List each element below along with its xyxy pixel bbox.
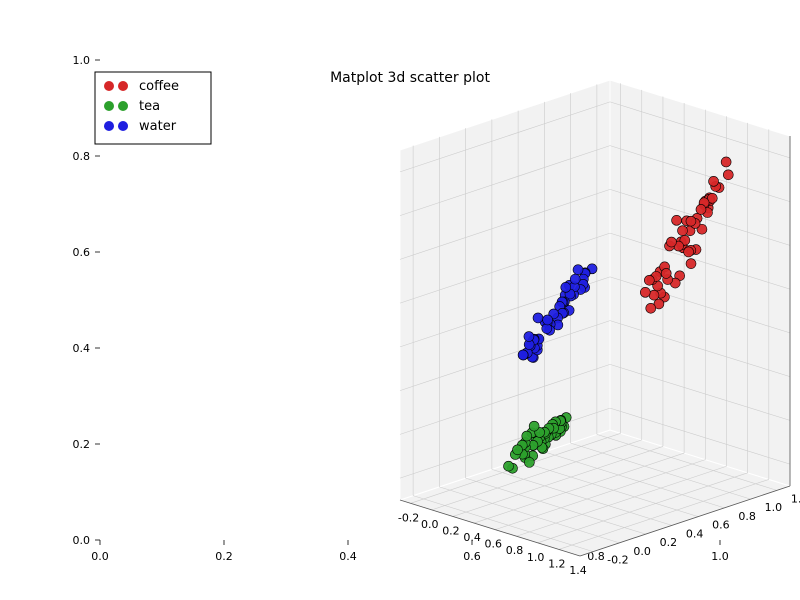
y-tick-label: 0.4 xyxy=(686,527,704,540)
outer-x-tick-label: 0.0 xyxy=(91,550,109,563)
x-tick-label: 0.0 xyxy=(421,518,439,531)
point-water xyxy=(543,315,553,325)
outer-x-tick-label: 0.4 xyxy=(339,550,357,563)
point-tea xyxy=(513,445,523,455)
outer-y-tick-label: 0.2 xyxy=(73,438,91,451)
point-coffee xyxy=(644,275,654,285)
legend-marker xyxy=(104,81,114,91)
point-water xyxy=(573,265,583,275)
point-tea xyxy=(522,431,532,441)
point-coffee xyxy=(684,247,694,257)
legend-label: tea xyxy=(139,99,160,114)
point-coffee xyxy=(678,226,688,236)
x-tick-label: 1.0 xyxy=(527,551,545,564)
point-tea xyxy=(504,461,514,471)
outer-y-tick-label: 0.0 xyxy=(73,534,91,547)
point-coffee xyxy=(709,176,719,186)
point-coffee xyxy=(721,157,731,167)
y-tick-label: 1.0 xyxy=(765,501,783,514)
x-tick-label: 0.4 xyxy=(463,531,481,544)
y-tick-label: 0.6 xyxy=(712,519,730,532)
point-water xyxy=(533,313,543,323)
outer-y-tick-label: 0.4 xyxy=(73,342,91,355)
point-coffee xyxy=(723,170,733,180)
point-water xyxy=(524,332,534,342)
legend-label: water xyxy=(139,119,177,134)
outer-x-tick-label: 0.6 xyxy=(463,550,481,563)
legend-marker xyxy=(118,101,128,111)
chart-title: Matplot 3d scatter plot xyxy=(330,70,490,86)
x-tick-label: 1.4 xyxy=(569,564,587,577)
point-coffee xyxy=(666,237,676,247)
point-tea xyxy=(529,421,539,431)
x-tick-label: 0.6 xyxy=(485,538,503,551)
point-coffee xyxy=(686,216,696,226)
y-tick-label: 1.2 xyxy=(791,492,800,505)
point-coffee xyxy=(672,215,682,225)
legend-label: coffee xyxy=(139,79,179,94)
point-water xyxy=(518,350,528,360)
point-water xyxy=(570,274,580,284)
legend-marker xyxy=(104,121,114,131)
x-tick-label: 1.2 xyxy=(548,557,566,570)
x-tick-label: 0.2 xyxy=(442,524,460,537)
point-coffee xyxy=(640,287,650,297)
point-tea xyxy=(524,457,534,467)
outer-x-tick-label: 1.0 xyxy=(711,550,729,563)
y-tick-label: -0.2 xyxy=(607,554,628,567)
y-tick-label: 0.8 xyxy=(738,510,756,523)
point-coffee xyxy=(686,259,696,269)
y-tick-label: 0.0 xyxy=(633,545,651,558)
outer-y-tick-label: 0.6 xyxy=(73,246,91,259)
point-water xyxy=(561,282,571,292)
scatter-3d-chart: 0.00.20.40.60.81.00.00.20.40.60.81.0-0.2… xyxy=(0,0,800,600)
x-tick-label: 0.8 xyxy=(506,544,524,557)
point-coffee xyxy=(661,268,671,278)
x-tick-label: -0.2 xyxy=(398,511,419,524)
y-tick-label: 0.2 xyxy=(660,536,678,549)
point-coffee xyxy=(696,204,706,214)
outer-y-tick-label: 1.0 xyxy=(73,54,91,67)
outer-x-tick-label: 0.2 xyxy=(215,550,233,563)
pane-back xyxy=(610,80,790,486)
legend-marker xyxy=(118,121,128,131)
legend-marker xyxy=(118,81,128,91)
point-coffee xyxy=(646,303,656,313)
outer-y-tick-label: 0.8 xyxy=(73,150,91,163)
legend-marker xyxy=(104,101,114,111)
